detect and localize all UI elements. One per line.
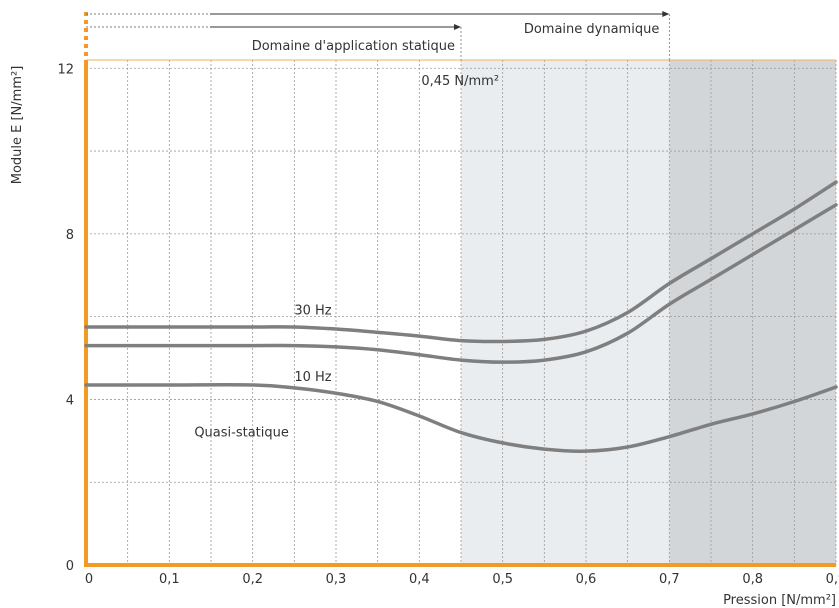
y-tick-label: 8: [66, 228, 74, 243]
y-tick-label: 0: [66, 559, 74, 574]
x-axis-label: Pression [N/mm²]: [723, 593, 836, 608]
x-tick-label: 0,5: [492, 572, 513, 587]
grid: [86, 60, 837, 565]
axes: [84, 12, 836, 567]
annotation-dynamic-domain: Domaine dynamique: [524, 22, 660, 37]
series-line-1: [84, 203, 838, 364]
region-0: [461, 60, 670, 565]
annotation-045: 0,45 N/mm²: [421, 74, 499, 89]
x-tick-label: 0: [85, 572, 93, 587]
series-lines: [84, 180, 838, 453]
series-line-2: [84, 382, 838, 453]
x-tick-label: 0,9: [826, 572, 839, 587]
y-tick-labels: 0 4 8 12: [57, 62, 74, 574]
series-labels: 30 Hz 10 Hz Quasi-statique: [194, 304, 331, 441]
series-label-1: 10 Hz: [294, 370, 331, 385]
x-tick-label: 0,2: [242, 572, 263, 587]
x-tick-label: 0,8: [742, 572, 763, 587]
series-label-2: Quasi-statique: [194, 426, 289, 441]
domain-arrows: Domaine d'application statique Domaine d…: [86, 11, 670, 60]
shaded-regions: [461, 60, 836, 565]
annotation-static-domain: Domaine d'application statique: [252, 39, 455, 54]
x-tick-label: 0,3: [326, 572, 347, 587]
series-label-0: 30 Hz: [294, 304, 331, 319]
static-arrow-head: [454, 24, 461, 30]
series-line-0: [84, 180, 838, 344]
x-tick-labels: 0 0,1 0,2 0,3 0,4 0,5 0,6 0,7 0,8 0,9: [85, 572, 839, 587]
y-axis-label: Module E [N/mm²]: [10, 66, 25, 185]
dynamic-arrow-head: [662, 11, 670, 17]
x-tick-label: 0,4: [409, 572, 430, 587]
x-tick-label: 0,7: [659, 572, 680, 587]
x-tick-label: 0,1: [159, 572, 180, 587]
y-tick-label: 4: [66, 393, 74, 408]
x-tick-label: 0,6: [576, 572, 597, 587]
y-tick-label: 12: [57, 62, 74, 77]
